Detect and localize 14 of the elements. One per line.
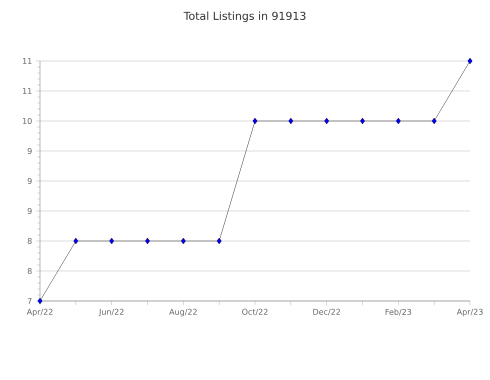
point bbox=[396, 118, 401, 124]
point bbox=[180, 238, 186, 244]
point bbox=[145, 238, 150, 244]
point bbox=[252, 118, 258, 124]
point bbox=[468, 58, 472, 64]
point bbox=[73, 238, 78, 244]
point bbox=[38, 298, 42, 304]
chart-title: Total Listings in 91913 bbox=[184, 12, 306, 22]
point bbox=[360, 118, 365, 124]
point bbox=[324, 118, 330, 124]
point bbox=[288, 118, 294, 124]
point bbox=[109, 238, 114, 244]
point bbox=[216, 238, 222, 244]
point bbox=[432, 118, 437, 124]
